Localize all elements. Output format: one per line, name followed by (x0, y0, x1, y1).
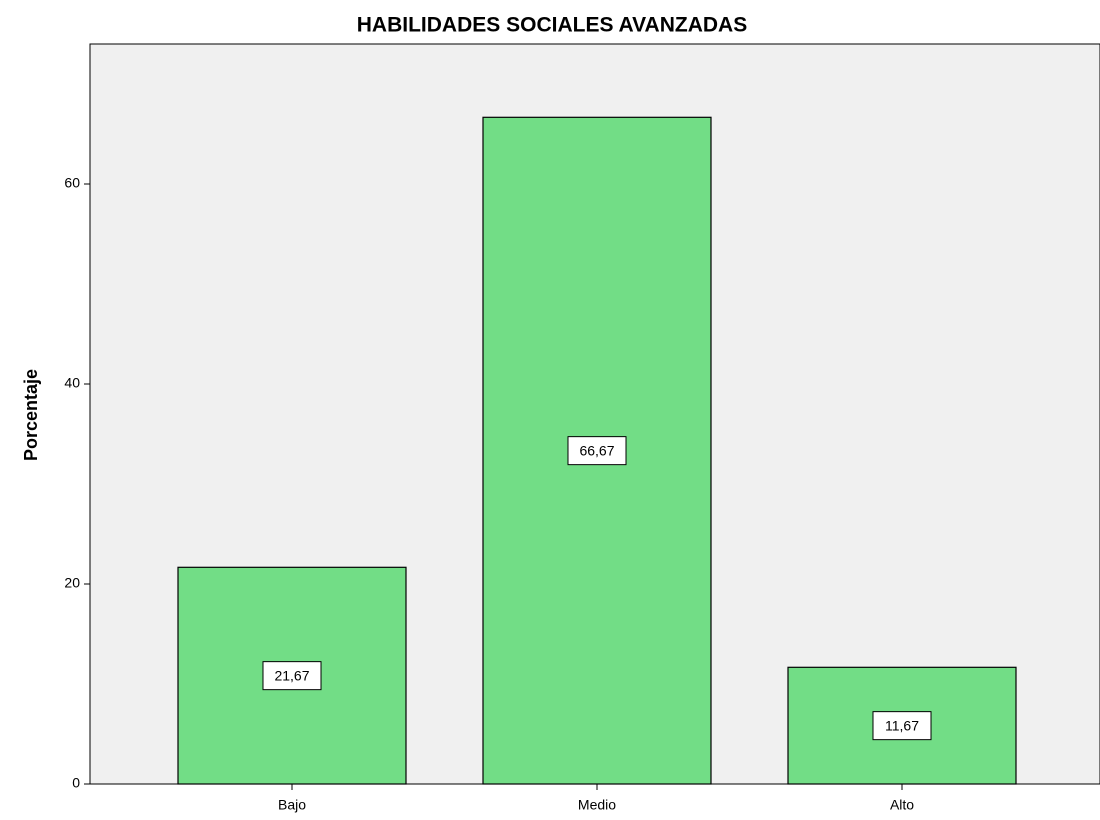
y-tick-label: 40 (64, 375, 80, 391)
y-tick-label: 0 (72, 775, 80, 791)
value-label-box (262, 661, 322, 691)
bar (482, 116, 712, 785)
y-tick-label: 20 (64, 575, 80, 591)
value-label-box (567, 436, 627, 466)
y-tick-label: 60 (64, 175, 80, 191)
x-tick-label: Alto (890, 797, 914, 813)
value-label: 11,67 (885, 717, 919, 733)
value-label: 66,67 (579, 442, 614, 458)
x-tick-label: Medio (578, 797, 616, 813)
x-tick-label: Bajo (278, 797, 306, 813)
value-label: 21,67 (274, 667, 309, 683)
chart-title: HABILIDADES SOCIALES AVANZADAS (357, 14, 747, 37)
value-label-box (872, 711, 932, 741)
y-axis-label: Porcentaje (21, 369, 41, 461)
